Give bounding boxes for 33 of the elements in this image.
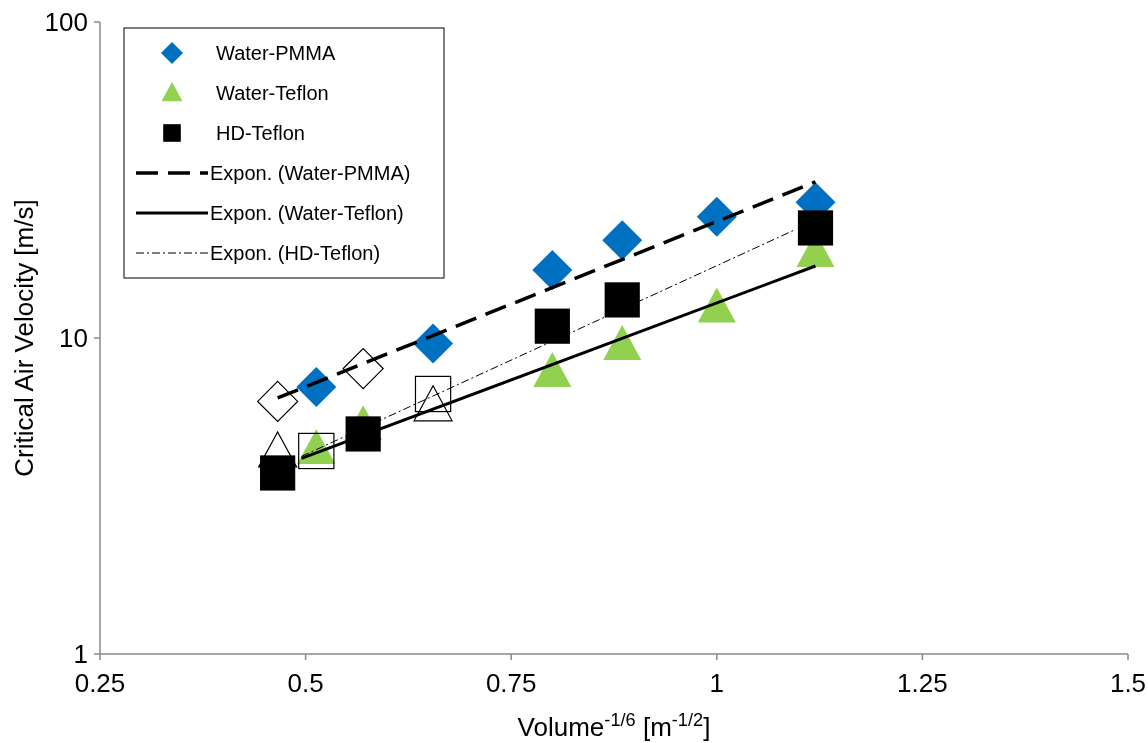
point [602, 220, 643, 261]
x-tick-label: 0.25 [74, 668, 126, 698]
point [532, 250, 573, 291]
x-tick-label: 1.25 [897, 668, 948, 698]
x-tick-label: 1.5 [1109, 668, 1147, 698]
point [413, 385, 453, 422]
point [533, 352, 572, 388]
point [696, 196, 737, 237]
point [258, 431, 298, 468]
x-axis-title: Volume$^{-1/6}$ [m$^{-1/2}$] [517, 710, 711, 742]
point [603, 325, 642, 361]
point [414, 375, 452, 413]
point [604, 282, 640, 318]
point [342, 348, 384, 390]
legend-label: HD-Teflon [216, 122, 305, 144]
point [797, 210, 834, 246]
legend-label: Water-PMMA [216, 42, 336, 64]
x-tick-label: 0.5 [287, 668, 324, 698]
legend-label: Water-Teflon [216, 82, 329, 104]
point [413, 323, 454, 364]
y-tick-label: 1 [73, 639, 88, 669]
point [534, 308, 570, 344]
legend-label: Expon. (Water-Teflon) [210, 202, 404, 224]
y-axis-title: Critical Air Velocity [m/s] [9, 199, 39, 477]
x-tick-label: 0.75 [485, 668, 537, 698]
point [257, 380, 299, 423]
y-tick-label: 100 [44, 7, 88, 37]
y-tick-label: 10 [59, 323, 88, 353]
point [296, 366, 337, 407]
point [260, 455, 296, 491]
legend-label: Expon. (HD-Teflon) [210, 242, 381, 264]
x-tick-label: 1 [709, 668, 725, 698]
legend-label: Expon. (Water-PMMA) [210, 162, 411, 184]
